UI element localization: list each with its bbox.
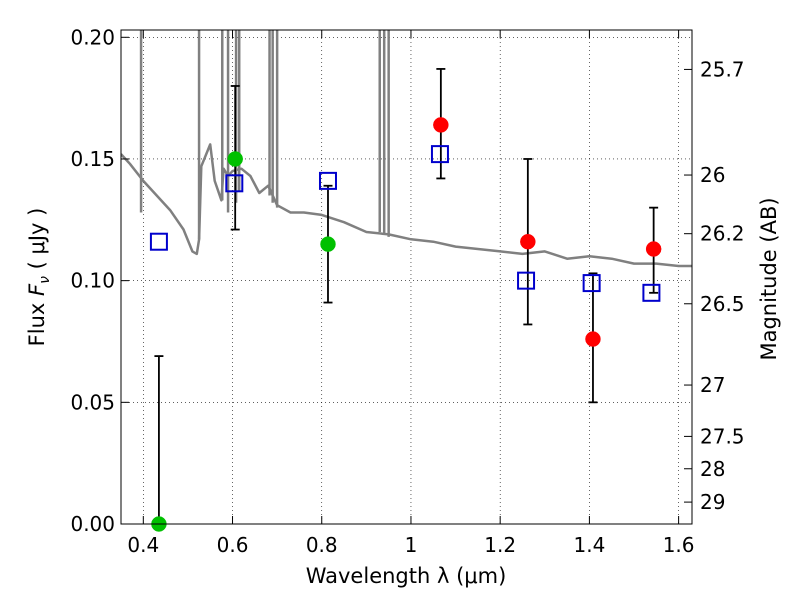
y2-tick-label: 26 — [700, 163, 725, 187]
x-axis-label: Wavelength λ (μm) — [306, 564, 507, 588]
model-photometry-square — [517, 271, 536, 290]
model-photometry-square — [642, 283, 661, 302]
y2-tick-label: 28 — [700, 457, 725, 481]
model-photometry-square — [225, 174, 244, 193]
x-tick-label: 0.8 — [306, 533, 338, 557]
x-tick-label: 0.6 — [217, 533, 249, 557]
model-photometry-square — [430, 145, 449, 164]
x-tick-label: 0.4 — [127, 533, 159, 557]
plot-area — [121, 30, 692, 524]
observed-flux-point — [520, 233, 536, 250]
y2-axis-ticks: 25.7 26 26.2 26.5 27 27.5 28 29 — [684, 57, 745, 514]
y2-axis-label: Magnitude (AB) — [757, 197, 781, 360]
y-tick-label: 0.10 — [70, 269, 115, 293]
y2-tick-label: 25.7 — [700, 57, 745, 81]
data-markers-layer — [149, 117, 662, 532]
y2-tick-label: 27.5 — [700, 424, 745, 448]
observed-flux-point — [433, 117, 449, 133]
y2-tick-label: 26.5 — [700, 292, 745, 316]
y-tick-label: 0.00 — [70, 512, 115, 536]
x-axis-ticks: 0.4 0.6 0.8 1 1.2 1.4 1.6 — [127, 30, 695, 557]
y2-tick-label: 27 — [700, 373, 725, 397]
y2-tick-label: 29 — [700, 490, 725, 514]
observed-flux-point — [227, 151, 243, 167]
x-tick-label: 1.2 — [484, 533, 516, 557]
observed-flux-point — [645, 241, 662, 257]
y-tick-label: 0.15 — [70, 147, 115, 171]
observed-flux-point — [320, 236, 336, 252]
x-tick-label: 1 — [405, 533, 418, 557]
y2-tick-label: 26.2 — [700, 222, 745, 246]
model-photometry-square — [149, 232, 168, 251]
y-axis-ticks: 0.00 0.05 0.10 0.15 0.20 — [70, 25, 129, 536]
y-tick-label: 0.05 — [70, 390, 115, 414]
x-tick-label: 1.6 — [663, 533, 695, 557]
y-axis-label-prefix: Flux — [25, 296, 49, 346]
y-axis-label-sub: ν — [37, 276, 53, 284]
model-photometry-square — [582, 274, 601, 293]
x-tick-label: 1.4 — [573, 533, 605, 557]
y-axis-label: Flux Fν ( μJy ) — [25, 208, 53, 347]
plot-frame — [120, 29, 693, 525]
observed-flux-point — [585, 331, 601, 347]
y-axis-label-var: F — [25, 283, 49, 296]
model-photometry-square — [318, 171, 337, 190]
y-axis-label-suffix: ( μJy ) — [25, 208, 49, 276]
y-tick-label: 0.20 — [70, 25, 115, 49]
